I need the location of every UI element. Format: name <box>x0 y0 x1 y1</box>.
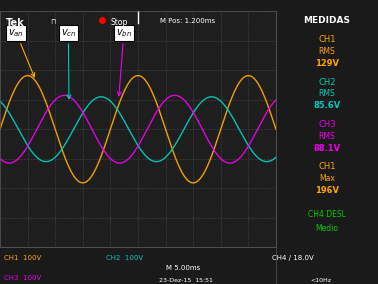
Text: CH4 DESL: CH4 DESL <box>308 210 346 219</box>
Text: 196V: 196V <box>315 186 339 195</box>
Text: M Pos: 1.200ms: M Pos: 1.200ms <box>160 18 215 24</box>
Text: 85.6V: 85.6V <box>313 101 341 110</box>
Text: CH1: CH1 <box>318 162 336 172</box>
Text: Tek: Tek <box>6 18 24 28</box>
Text: RMS: RMS <box>319 89 335 98</box>
Text: Max: Max <box>319 174 335 183</box>
Text: 88.1V: 88.1V <box>313 144 341 153</box>
Text: RMS: RMS <box>319 47 335 56</box>
Text: CH3  100V: CH3 100V <box>4 275 41 281</box>
Text: Stop: Stop <box>110 18 128 28</box>
Text: <10Hz: <10Hz <box>310 278 331 283</box>
Text: CH2  100V: CH2 100V <box>106 255 143 261</box>
Text: M 5.00ms: M 5.00ms <box>166 266 201 272</box>
Text: CH2: CH2 <box>318 78 336 87</box>
Text: CH4 / 18.0V: CH4 / 18.0V <box>272 255 314 261</box>
Text: CH3: CH3 <box>318 120 336 129</box>
Text: $v_{an}$: $v_{an}$ <box>8 27 35 77</box>
Text: CH1: CH1 <box>318 35 336 44</box>
Text: $v_{cn}$: $v_{cn}$ <box>61 27 76 99</box>
Text: Medio: Medio <box>316 224 338 233</box>
Text: RMS: RMS <box>319 132 335 141</box>
Text: $v_{bn}$: $v_{bn}$ <box>116 27 132 96</box>
Text: ┌┐: ┌┐ <box>50 18 58 24</box>
Text: MEDIDAS: MEDIDAS <box>304 16 350 25</box>
Text: 129V: 129V <box>315 59 339 68</box>
Text: 23-Dez-15  15:51: 23-Dez-15 15:51 <box>159 278 213 283</box>
Text: CH1  100V: CH1 100V <box>4 255 41 261</box>
